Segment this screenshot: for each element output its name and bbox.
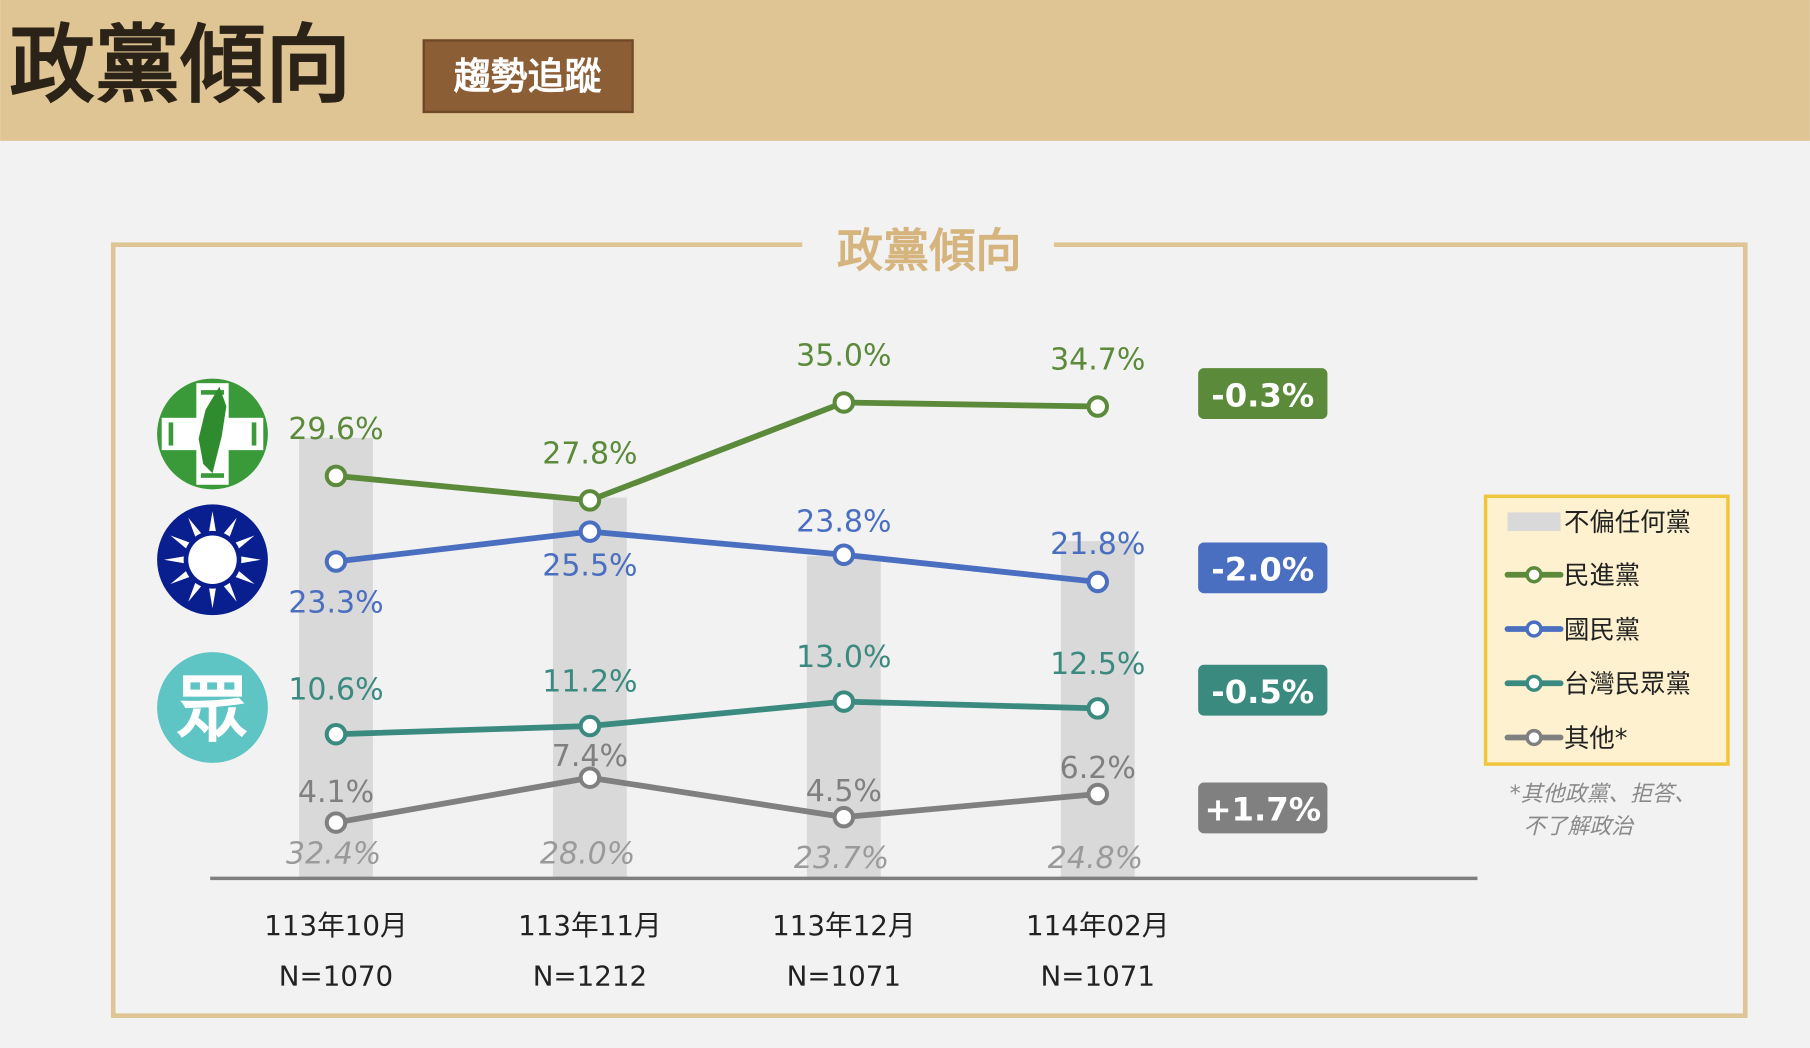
data-label: 23.8%: [796, 505, 891, 540]
footnote-line-1: *其他政黨、拒答、: [1510, 782, 1696, 807]
data-point: [578, 489, 602, 512]
data-point: [324, 811, 348, 834]
data-label: 7.4%: [552, 739, 628, 774]
data-point: [1086, 570, 1110, 594]
sun-ray: [208, 587, 217, 609]
data-label: 11.2%: [542, 664, 637, 699]
series-line: [335, 698, 1098, 738]
data-label: 25.5%: [542, 548, 637, 583]
legend-marker: [1525, 728, 1543, 747]
series-line: [335, 528, 1099, 585]
data-point: [832, 805, 856, 829]
data-point: [324, 550, 348, 573]
data-label: 23.3%: [288, 585, 383, 620]
data-point: [1086, 782, 1110, 806]
sun-ray: [223, 517, 237, 538]
tpp-logo: 眾: [157, 652, 268, 763]
data-point: [832, 391, 856, 414]
data-point: [1086, 395, 1110, 418]
data-label: 6.2%: [1060, 751, 1136, 786]
series-line: [335, 774, 1099, 826]
neutral-bar: [806, 556, 881, 879]
legend-label: 民進黨: [1564, 560, 1640, 590]
sun-ray: [188, 581, 202, 602]
footnote-line-2: 不了解政治: [1524, 814, 1636, 839]
data-label: 35.0%: [796, 339, 891, 374]
tpp-logo-text: 眾: [177, 668, 249, 751]
data-point: [578, 766, 602, 789]
data-point: [1086, 697, 1110, 720]
change-badge: [1198, 664, 1328, 716]
sun-ray: [164, 556, 186, 564]
change-badge: [1198, 782, 1328, 834]
legend-swatch-neutral: [1507, 512, 1561, 531]
x-tick-label: 114年02月: [1026, 909, 1169, 942]
sample-size-label: N=1071: [787, 960, 901, 993]
data-point: [324, 464, 348, 488]
sun-ray: [170, 535, 191, 550]
neutral-bar-label: 24.8%: [1048, 841, 1143, 876]
change-badge: [1198, 542, 1328, 594]
series-line: [335, 399, 1098, 504]
data-label: 34.7%: [1050, 343, 1145, 378]
sun-ray: [223, 581, 237, 602]
sample-size-label: N=1071: [1041, 960, 1155, 993]
trend-tracking-label: 趨勢追蹤: [454, 55, 602, 98]
legend-label: 其他*: [1564, 723, 1627, 753]
x-tick-label: 113年11月: [518, 909, 661, 942]
sun-ray: [208, 511, 217, 533]
sun-ray: [170, 570, 191, 585]
change-badge-label: +1.7%: [1204, 791, 1321, 829]
x-tick-label: 113年10月: [264, 909, 407, 942]
change-badge-label: -0.5%: [1211, 673, 1314, 711]
data-label: 12.5%: [1050, 647, 1145, 682]
data-label: 13.0%: [796, 640, 891, 675]
data-label: 29.6%: [288, 412, 383, 447]
data-label: 21.8%: [1050, 527, 1145, 562]
data-point: [578, 520, 602, 543]
data-point: [578, 714, 602, 738]
data-label: 4.5%: [806, 774, 882, 809]
data-label: 4.1%: [298, 775, 374, 810]
chart-title: 政黨傾向: [837, 224, 1022, 278]
sample-size-label: N=1070: [279, 960, 393, 993]
data-point: [832, 543, 856, 566]
sample-size-label: N=1212: [533, 960, 647, 993]
sun-ray: [234, 535, 255, 550]
neutral-bar-label: 28.0%: [540, 836, 635, 871]
kmt-logo: [157, 504, 268, 616]
legend-label-neutral: 不偏任何黨: [1564, 507, 1691, 537]
change-badge-label: -2.0%: [1211, 551, 1314, 589]
data-label: 27.8%: [542, 436, 637, 471]
legend-marker: [1525, 620, 1543, 638]
neutral-bar: [299, 437, 373, 879]
dpp-logo: [157, 378, 268, 490]
sun-ray: [239, 556, 261, 564]
data-point: [324, 722, 348, 746]
change-badge-label: -0.3%: [1211, 376, 1314, 414]
data-point: [832, 690, 856, 713]
legend-marker: [1525, 674, 1543, 692]
change-badge: [1198, 368, 1328, 419]
neutral-bar-label: 32.4%: [286, 836, 381, 871]
page-title: 政黨傾向: [9, 17, 351, 116]
neutral-bar-label: 23.7%: [794, 841, 889, 876]
neutral-bar: [552, 497, 627, 879]
legend-marker: [1525, 566, 1543, 584]
header-band: [0, 0, 1810, 141]
data-label: 10.6%: [288, 673, 383, 708]
trend-tracking-button[interactable]: 趨勢追蹤: [422, 39, 634, 114]
sun-ray: [234, 570, 255, 585]
legend-label: 國民黨: [1564, 614, 1640, 644]
x-tick-label: 113年12月: [772, 909, 915, 942]
sun-ray: [188, 517, 202, 538]
legend-label: 台灣民眾黨: [1564, 669, 1691, 699]
